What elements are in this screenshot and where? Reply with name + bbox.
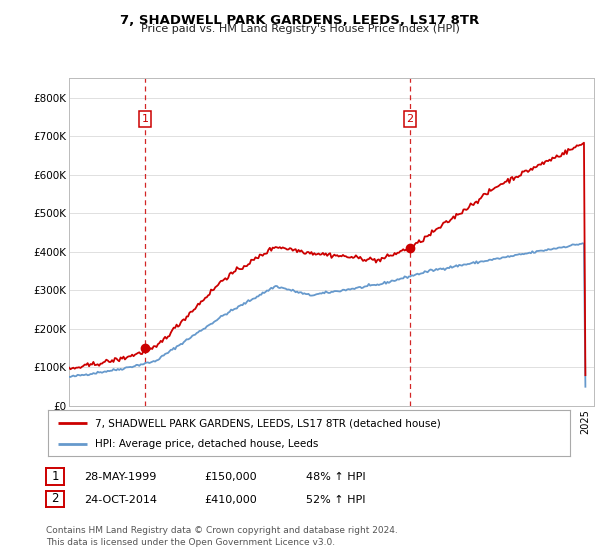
Text: £150,000: £150,000 (204, 472, 257, 482)
Text: Contains HM Land Registry data © Crown copyright and database right 2024.
This d: Contains HM Land Registry data © Crown c… (46, 526, 398, 547)
Text: 1: 1 (142, 114, 148, 124)
Text: £410,000: £410,000 (204, 494, 257, 505)
Text: 28-MAY-1999: 28-MAY-1999 (84, 472, 157, 482)
Text: 52% ↑ HPI: 52% ↑ HPI (306, 494, 365, 505)
Text: 2: 2 (406, 114, 413, 124)
Text: Price paid vs. HM Land Registry's House Price Index (HPI): Price paid vs. HM Land Registry's House … (140, 24, 460, 34)
Text: 2: 2 (52, 492, 59, 506)
Text: 7, SHADWELL PARK GARDENS, LEEDS, LS17 8TR: 7, SHADWELL PARK GARDENS, LEEDS, LS17 8T… (121, 14, 479, 27)
Text: 24-OCT-2014: 24-OCT-2014 (84, 494, 157, 505)
Text: HPI: Average price, detached house, Leeds: HPI: Average price, detached house, Leed… (95, 439, 319, 449)
Text: 7, SHADWELL PARK GARDENS, LEEDS, LS17 8TR (detached house): 7, SHADWELL PARK GARDENS, LEEDS, LS17 8T… (95, 418, 441, 428)
Text: 48% ↑ HPI: 48% ↑ HPI (306, 472, 365, 482)
Text: 1: 1 (52, 470, 59, 483)
